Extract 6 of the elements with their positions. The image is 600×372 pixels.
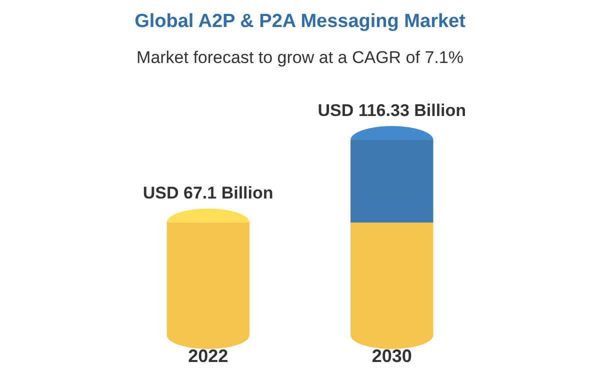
total-label: USD 116.33 Billion: [318, 101, 466, 120]
chart-title: Global A2P & P2A Messaging Market: [134, 11, 466, 32]
data-label: USD 67.1 Billion: [142, 184, 274, 203]
chart-subtitle: Market forecast to grow at a CAGR of 7.1%: [136, 48, 464, 67]
x-tick-label: 2030: [372, 346, 412, 366]
x-tick-label: 2022: [188, 346, 228, 366]
